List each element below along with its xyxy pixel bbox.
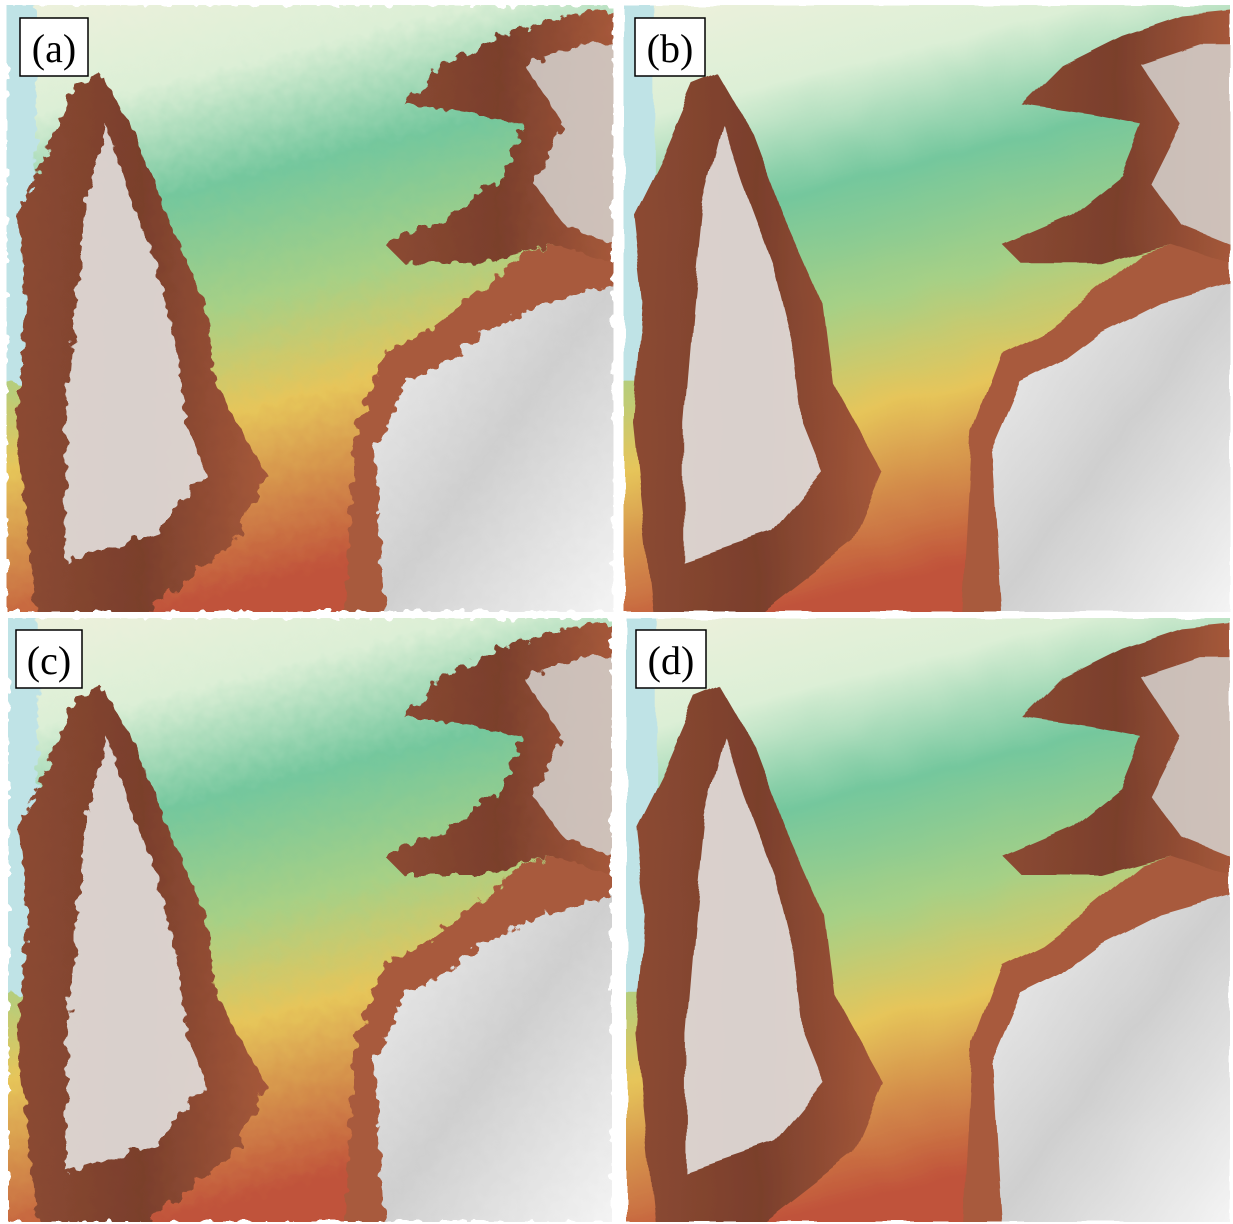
map [626,618,1230,1222]
figure: (a) (b) (c) (d) [0,0,1233,1224]
panel-label: (d) [648,638,695,683]
map [624,5,1231,612]
panel-a: (a) [7,5,614,612]
page: {"panels": [{"label": "(a)"}, {"label": … [0,0,1233,1224]
panel-d: (d) [626,618,1230,1222]
map [7,5,614,612]
panel-label: (a) [32,26,76,71]
panel-label: (c) [27,638,71,683]
panel-c: (c) [8,618,612,1222]
panel-b: (b) [624,5,1231,612]
map [8,618,612,1222]
panel-label: (b) [647,26,694,71]
